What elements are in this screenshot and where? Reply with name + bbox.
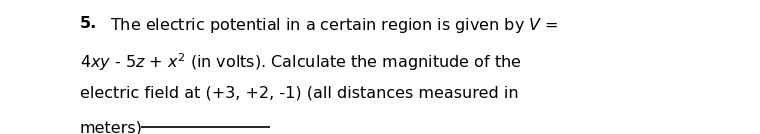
Text: The electric potential in a certain region is given by $V$ =: The electric potential in a certain regi…	[100, 16, 559, 35]
Text: meters): meters)	[80, 121, 143, 134]
Text: $4xy$ - $5z$ + $x^2$ (in volts). Calculate the magnitude of the: $4xy$ - $5z$ + $x^2$ (in volts). Calcula…	[80, 52, 521, 73]
Text: 5.: 5.	[80, 16, 97, 31]
Text: electric field at (+3, +2, -1) (all distances measured in: electric field at (+3, +2, -1) (all dist…	[80, 86, 518, 101]
